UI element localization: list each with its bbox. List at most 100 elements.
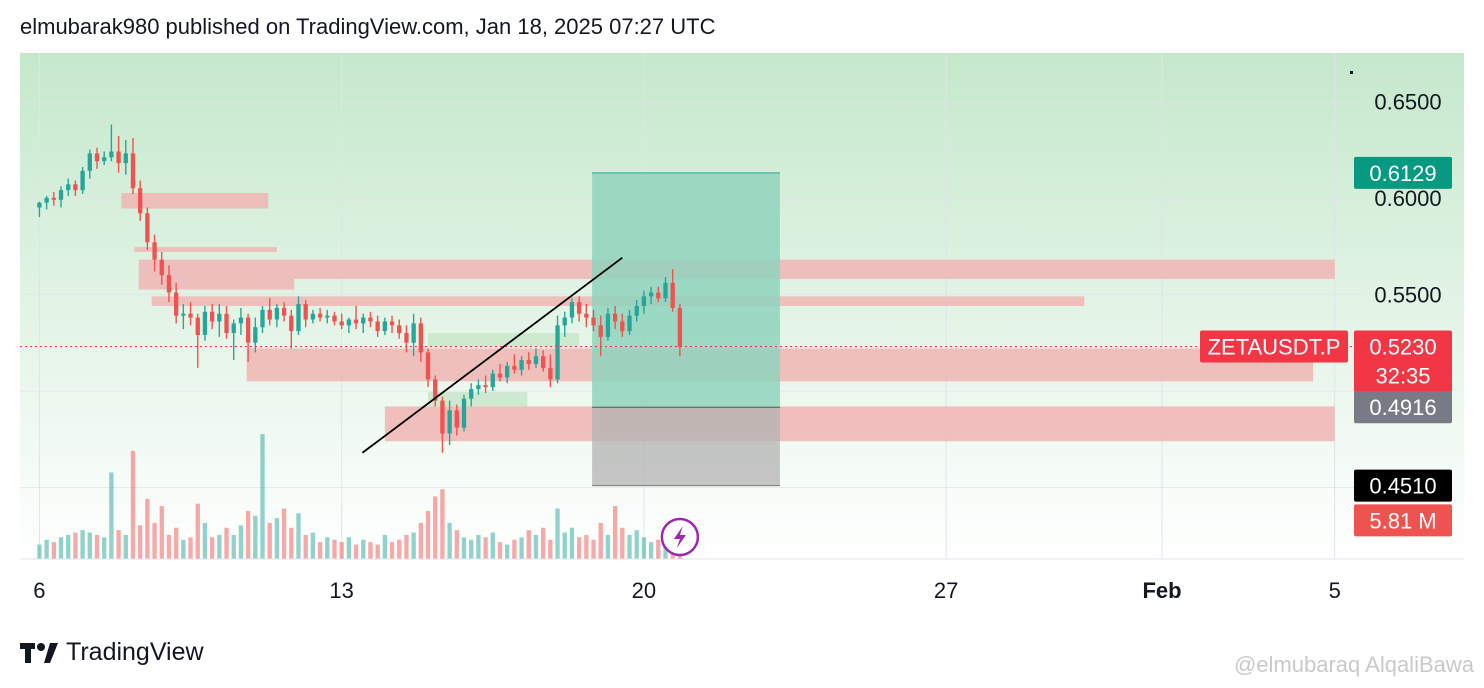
zone-rect (134, 247, 277, 252)
zone-rect (138, 278, 295, 290)
candle-body (670, 282, 675, 308)
drawings-layer[interactable] (20, 71, 1372, 557)
candle-body (123, 153, 128, 164)
candle-body (138, 188, 143, 214)
candle-body (591, 317, 596, 326)
candle-body (505, 365, 510, 378)
candle-body (310, 313, 316, 320)
candle-body (490, 373, 495, 388)
candle-body (80, 170, 85, 191)
candle-body (512, 365, 517, 370)
target-zone (592, 172, 780, 408)
candle-body (584, 313, 589, 318)
candle-body (217, 313, 222, 322)
volume-bar (598, 522, 603, 559)
volume-bar (123, 534, 128, 559)
volume-bar (469, 539, 474, 559)
volume-bar (382, 534, 388, 559)
candle-body (418, 323, 423, 353)
volume-bar (130, 450, 136, 559)
x-tick-label: 20 (632, 578, 656, 603)
chart-area[interactable]: 6 13 20 27 Feb 5 0.6500 0.6000 0.5500 0.6129 0.5… (20, 53, 1464, 613)
volume-bar (353, 544, 359, 559)
candle-body (605, 313, 611, 337)
candlestick-chart[interactable]: 6 13 20 27 Feb 5 0.6500 0.6000 0.5500 0.6129 0.5… (20, 53, 1464, 613)
x-tick-label: 5 (1329, 578, 1341, 603)
candle-body (620, 321, 625, 332)
candle-body (375, 321, 380, 332)
candle-body (526, 360, 531, 364)
candle-body (533, 356, 539, 364)
trendline (361, 256, 623, 454)
candle-body (37, 202, 42, 208)
candle-body (353, 319, 359, 324)
volume-bar (281, 508, 287, 559)
price-tag-label: 5.81 M (1369, 508, 1436, 533)
candle-body (152, 242, 157, 260)
candle-body (634, 306, 639, 316)
candle-body (397, 325, 402, 334)
volume-bar (310, 532, 316, 559)
volume-bar (317, 542, 323, 559)
volume-bar (289, 527, 294, 559)
x-tick-label: 13 (329, 578, 353, 603)
volume-bar (584, 534, 589, 559)
volume-bars (37, 434, 683, 559)
volume-bar (454, 530, 459, 559)
long-position-tool[interactable] (592, 172, 780, 487)
candle-body (461, 398, 467, 428)
volume-bar (433, 496, 438, 559)
candle-body (497, 373, 503, 378)
candle-body (440, 400, 445, 434)
candle-body (166, 275, 172, 293)
volume-bar (188, 537, 193, 559)
price-tag-label: 0.6129 (1369, 161, 1436, 186)
volume-bar (361, 539, 366, 559)
candle-body (116, 151, 121, 164)
lightning-bolt (673, 526, 686, 548)
volume-bar (404, 534, 409, 559)
candle-body (281, 307, 287, 316)
volume-bar (260, 434, 265, 559)
candle-body (260, 309, 265, 328)
volume-bar (627, 534, 632, 559)
volume-bar (231, 534, 236, 559)
volume-bar (548, 539, 553, 559)
zone-rect (428, 391, 528, 407)
volume-bar (209, 537, 215, 559)
candle-body (173, 292, 179, 316)
volume-bar (145, 498, 150, 559)
tradingview-footer[interactable]: TradingView (20, 638, 204, 667)
candle-body (641, 296, 647, 306)
x-tick-label: 6 (33, 578, 45, 603)
candle-body (404, 333, 409, 343)
published-line: elmubarak980 published on TradingView.co… (20, 14, 716, 39)
tradingview-logo-icon (20, 642, 58, 663)
lightning-icon[interactable] (660, 517, 700, 557)
volume-bar (397, 539, 402, 559)
candle-body (677, 307, 683, 347)
volume-bar (418, 522, 423, 559)
volume-bar (490, 532, 495, 559)
volume-bar (526, 530, 531, 559)
price-tag-box (1354, 391, 1452, 424)
candle-body (612, 313, 618, 322)
volume-bar (109, 472, 114, 559)
candle-body (51, 197, 56, 200)
volume-bar (339, 542, 344, 559)
volume-bar (576, 537, 582, 559)
volume-bar (663, 544, 668, 559)
candle-body (339, 321, 344, 326)
candle-body (555, 325, 560, 380)
candle-body (382, 321, 388, 332)
candle-body (540, 356, 546, 368)
volume-bar (66, 534, 71, 559)
candle-body (325, 315, 330, 318)
candle-body (433, 379, 438, 401)
volume-bar (87, 532, 92, 559)
candle-body (73, 184, 78, 191)
candle-body (368, 317, 373, 322)
volume-bar (519, 537, 524, 559)
candle-body (447, 410, 452, 434)
volume-bar (303, 534, 308, 559)
